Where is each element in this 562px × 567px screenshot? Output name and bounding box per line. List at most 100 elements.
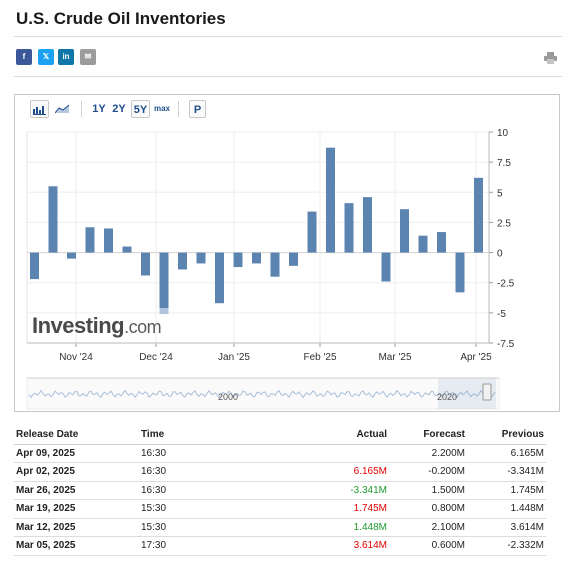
bar <box>381 252 391 282</box>
bar <box>270 252 280 277</box>
range-2y-button[interactable]: 2Y <box>112 103 126 115</box>
bar <box>141 252 150 276</box>
bar <box>85 227 95 253</box>
previous-cell: 6.165M <box>467 444 546 463</box>
release-date-cell: Mar 05, 2025 <box>14 536 139 556</box>
bar <box>326 147 335 253</box>
bar <box>289 252 298 266</box>
previous-cell: -2.332M <box>467 536 546 556</box>
bar <box>196 252 206 264</box>
x-tick-label: Mar '25 <box>378 352 411 363</box>
forecast-cell: 2.100M <box>389 518 467 537</box>
title-divider <box>14 36 562 37</box>
bar <box>215 252 224 304</box>
header-actual: Actual <box>239 426 389 445</box>
forecast-cell: 2.200M <box>389 444 467 463</box>
table-header-row: Release Date Time Actual Forecast Previo… <box>14 426 546 445</box>
bar-chart-toggle[interactable] <box>30 100 49 118</box>
bar <box>252 252 261 264</box>
y-tick-label: -2.5 <box>497 279 515 290</box>
navigator-label: 2020 <box>437 392 457 402</box>
range-1y-button[interactable]: 1Y <box>92 103 106 115</box>
bar <box>400 209 409 253</box>
range-max-button[interactable]: max <box>153 104 170 113</box>
table-row: Mar 19, 2025 15:30 1.745M 0.800M 1.448M <box>14 499 546 519</box>
facebook-share-button[interactable]: f <box>16 49 32 65</box>
toolbar-separator <box>178 101 179 117</box>
bar <box>455 252 465 293</box>
bar <box>474 177 483 253</box>
y-tick-label: 0 <box>497 249 503 260</box>
investing-logo: Investing.com <box>32 313 162 338</box>
forecast-bar <box>159 308 169 315</box>
table-row: Apr 09, 2025 16:30 2.200M 6.165M <box>14 444 546 463</box>
y-tick-label: 10 <box>497 128 509 139</box>
bar <box>307 211 317 253</box>
header-release-date: Release Date <box>14 426 139 445</box>
linkedin-share-button[interactable]: in <box>58 49 74 65</box>
bar <box>159 252 169 309</box>
table-row: Apr 02, 2025 16:30 6.165M -0.200M -3.341M <box>14 462 546 482</box>
x-tick-label: Jan '25 <box>218 352 250 363</box>
bar <box>30 252 39 280</box>
time-cell: 16:30 <box>139 462 239 482</box>
y-tick-label: 7.5 <box>497 158 511 169</box>
x-tick-label: Apr '25 <box>460 352 492 363</box>
release-date-cell: Mar 12, 2025 <box>14 518 139 537</box>
forecast-cell: 1.500M <box>389 481 467 500</box>
header-forecast: Forecast <box>389 426 467 445</box>
navigator-series <box>28 389 496 399</box>
bar <box>48 186 58 253</box>
y-tick-label: 2.5 <box>497 218 511 229</box>
page-title: U.S. Crude Oil Inventories <box>16 9 226 28</box>
bar <box>418 235 428 253</box>
share-divider <box>14 76 562 77</box>
bar <box>122 246 132 253</box>
time-cell: 16:30 <box>139 444 239 463</box>
bar <box>104 228 113 253</box>
x-tick-label: Nov '24 <box>59 352 93 363</box>
navigator-label: 2000 <box>218 392 238 402</box>
bar <box>233 252 243 268</box>
events-table: Release Date Time Actual Forecast Previo… <box>14 426 546 556</box>
time-cell: 17:30 <box>139 536 239 556</box>
actual-cell: 6.165M <box>239 462 389 482</box>
bar <box>178 252 187 270</box>
previous-cell: -3.341M <box>467 462 546 482</box>
time-cell: 16:30 <box>139 481 239 500</box>
area-chart-toggle[interactable] <box>53 100 72 118</box>
time-cell: 15:30 <box>139 518 239 537</box>
bar <box>67 252 76 259</box>
printer-icon[interactable] <box>544 51 557 69</box>
area-chart-icon <box>54 104 70 117</box>
actual-cell: 1.448M <box>239 518 389 537</box>
previous-cell: 3.614M <box>467 518 546 537</box>
bar <box>344 203 354 253</box>
release-date-cell: Apr 09, 2025 <box>14 444 139 463</box>
bar <box>437 232 446 253</box>
range-5y-button[interactable]: 5Y <box>131 100 150 118</box>
y-tick-label: -7.5 <box>497 339 515 350</box>
bar-chart-icon <box>33 106 46 118</box>
actual-cell: 3.614M <box>239 536 389 556</box>
table-row: Mar 05, 2025 17:30 3.614M 0.600M -2.332M <box>14 536 546 556</box>
actual-cell <box>239 444 389 463</box>
actual-cell: -3.341M <box>239 481 389 500</box>
bar <box>363 197 372 253</box>
time-cell: 15:30 <box>139 499 239 519</box>
release-date-cell: Mar 19, 2025 <box>14 499 139 519</box>
pin-chart-button[interactable]: P <box>189 100 206 118</box>
release-date-cell: Mar 26, 2025 <box>14 481 139 500</box>
actual-cell: 1.745M <box>239 499 389 519</box>
email-share-button[interactable]: ✉ <box>80 49 96 65</box>
y-tick-label: -5 <box>497 309 506 320</box>
chart-container: 1Y 2Y 5Y max P 10 7.5 5 2.5 0 -2.5 -5 -7.5 Nov '… <box>14 94 560 412</box>
y-tick-label: 5 <box>497 188 503 199</box>
previous-cell: 1.448M <box>467 499 546 519</box>
twitter-share-button[interactable]: 𝕏 <box>38 49 54 65</box>
table-row: Mar 26, 2025 16:30 -3.341M 1.500M 1.745M <box>14 481 546 500</box>
table-row: Mar 12, 2025 15:30 1.448M 2.100M 3.614M <box>14 518 546 537</box>
header-time: Time <box>139 426 239 445</box>
toolbar-separator <box>81 101 82 117</box>
navigator-handle[interactable] <box>482 383 492 401</box>
